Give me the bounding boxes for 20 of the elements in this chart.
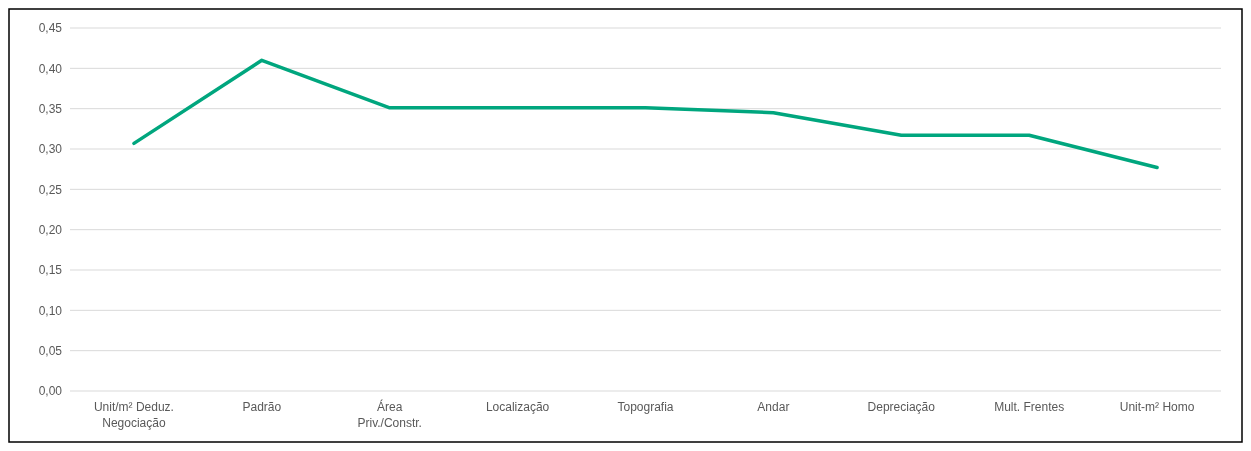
y-tick-label: 0,35 — [38, 101, 63, 116]
y-tick-label: 0,05 — [38, 343, 63, 358]
y-tick-label: 0,45 — [38, 21, 63, 36]
x-tick-label: Padrão — [242, 400, 282, 414]
x-tick-label: Unit-m² Homo — [1119, 400, 1195, 414]
x-tick-label: Área Priv./Constr. — [357, 399, 422, 430]
y-tick-label: 0,30 — [38, 142, 63, 157]
y-tick-label: 0,00 — [38, 384, 63, 399]
x-tick-label: Depreciação — [867, 400, 936, 414]
y-tick-label: 0,10 — [38, 303, 63, 318]
x-tick-label: Andar — [757, 400, 790, 414]
x-tick-label: Mult. Frentes — [994, 400, 1065, 414]
x-tick-label: Localização — [485, 400, 550, 414]
y-tick-label: 0,20 — [38, 222, 63, 237]
y-tick-label: 0,25 — [38, 182, 63, 197]
y-tick-label: 0,40 — [38, 61, 63, 76]
x-tick-label: Topografia — [617, 400, 674, 414]
y-tick-label: 0,15 — [38, 263, 63, 278]
x-tick-label: Unit/m² Deduz. Negociação — [93, 400, 174, 430]
line-series — [132, 58, 1159, 170]
